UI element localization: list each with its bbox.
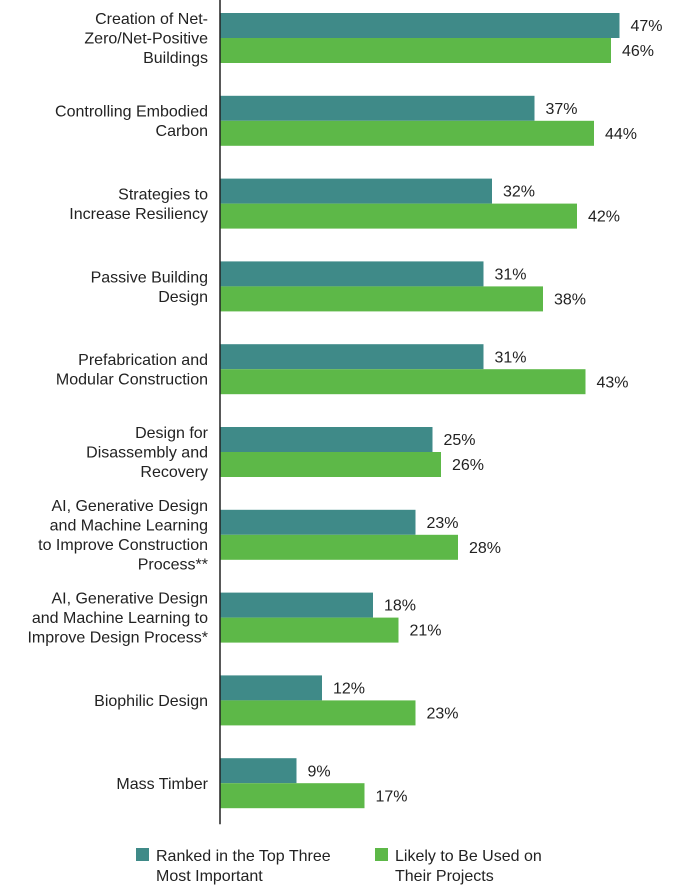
category-label-line: Improve Design Process* xyxy=(27,630,208,647)
category-label-line: Creation of Net- xyxy=(95,11,208,28)
bar-top-three xyxy=(220,13,620,38)
category-label: Passive Building Design xyxy=(91,269,208,306)
bar-top-three xyxy=(220,344,484,370)
category-label: Design for Disassembly and Recovery xyxy=(86,425,209,481)
category-label: Creation of Net- Zero/Net-Positive Buildin… xyxy=(84,11,208,67)
bar-likely-used xyxy=(220,120,594,146)
category-label-line: Passive Building xyxy=(91,269,208,286)
data-label: 31% xyxy=(495,349,527,366)
category-label: Prefabrication and Modular Construction xyxy=(56,352,208,389)
category-label-line: Process** xyxy=(138,557,208,574)
category-label-line: Mass Timber xyxy=(116,776,208,793)
bar-likely-used xyxy=(220,286,543,312)
bar-top-three xyxy=(220,758,297,784)
category-label-line: and Machine Learning xyxy=(50,518,208,535)
bar-top-three xyxy=(220,427,433,452)
legend-label: Ranked in the Top Three Most Important xyxy=(156,848,331,885)
category-label-line: and Machine Learning to xyxy=(32,610,208,627)
bar-top-three xyxy=(220,261,484,287)
category-label-line: Recovery xyxy=(140,464,208,481)
data-label: 23% xyxy=(427,515,459,532)
category-label-line: to Improve Construction xyxy=(38,537,208,554)
category-label-line: Strategies to xyxy=(118,186,208,203)
category-label-line: Prefabrication and xyxy=(78,352,208,369)
data-label: 23% xyxy=(427,706,459,723)
data-label: 37% xyxy=(546,101,578,118)
data-label: 17% xyxy=(376,788,408,805)
category-label-line: AI, Generative Design xyxy=(51,498,208,515)
data-label: 38% xyxy=(554,292,586,309)
category-label-line: Controlling Embodied xyxy=(55,104,208,121)
category-label-line: Carbon xyxy=(156,123,208,140)
bar-likely-used xyxy=(220,38,611,63)
category-label-line: Zero/Net-Positive xyxy=(84,31,208,48)
data-label: 42% xyxy=(588,209,620,226)
category-label-line: Design xyxy=(158,289,208,306)
category-label-line: Design for xyxy=(135,425,209,442)
bar-likely-used xyxy=(220,452,441,477)
category-label: Strategies to Increase Resiliency xyxy=(69,186,208,223)
legend-label-line: Most Important xyxy=(156,868,263,885)
bar-likely-used xyxy=(220,203,577,229)
category-label-line: AI, Generative Design xyxy=(51,591,208,608)
category-label-line: Biophilic Design xyxy=(94,693,208,710)
bar-top-three xyxy=(220,95,535,121)
data-label: 44% xyxy=(605,126,637,143)
legend-label-line: Their Projects xyxy=(395,868,494,885)
bar-top-three xyxy=(220,509,416,535)
bar-top-three xyxy=(220,592,373,618)
data-label: 28% xyxy=(469,540,501,557)
data-label: 32% xyxy=(503,184,535,201)
data-label: 31% xyxy=(495,267,527,284)
data-label: 26% xyxy=(452,457,484,474)
bar-likely-used xyxy=(220,700,416,726)
data-label: 43% xyxy=(597,374,629,391)
category-label-line: Disassembly and xyxy=(86,445,208,462)
category-label: AI, Generative Design and Machine Learnin… xyxy=(38,498,208,574)
bar-likely-used xyxy=(220,783,365,809)
legend-label-line: Likely to Be Used on xyxy=(395,848,542,865)
bar-likely-used xyxy=(220,617,399,643)
data-label: 46% xyxy=(622,43,654,60)
bar-top-three xyxy=(220,675,322,701)
legend-label: Likely to Be Used on Their Projects xyxy=(395,848,542,885)
category-label: Mass Timber xyxy=(116,776,208,793)
bar-top-three xyxy=(220,178,492,204)
data-label: 25% xyxy=(444,432,476,449)
category-label-line: Modular Construction xyxy=(56,372,208,389)
bar-likely-used xyxy=(220,534,458,560)
category-label-line: Buildings xyxy=(143,50,208,67)
data-label: 21% xyxy=(410,623,442,640)
category-label: Biophilic Design xyxy=(94,693,208,710)
bar-likely-used xyxy=(220,369,586,395)
data-label: 18% xyxy=(384,598,416,615)
category-label: Controlling Embodied Carbon xyxy=(55,104,208,140)
data-label: 12% xyxy=(333,681,365,698)
category-label: AI, Generative Design and Machine Learnin… xyxy=(27,591,208,647)
legend-label-line: Ranked in the Top Three xyxy=(156,848,331,865)
legend-swatch xyxy=(136,848,149,861)
data-label: 47% xyxy=(631,18,663,35)
data-label: 9% xyxy=(308,763,331,780)
legend-swatch xyxy=(375,848,388,861)
category-label-line: Increase Resiliency xyxy=(69,206,208,223)
